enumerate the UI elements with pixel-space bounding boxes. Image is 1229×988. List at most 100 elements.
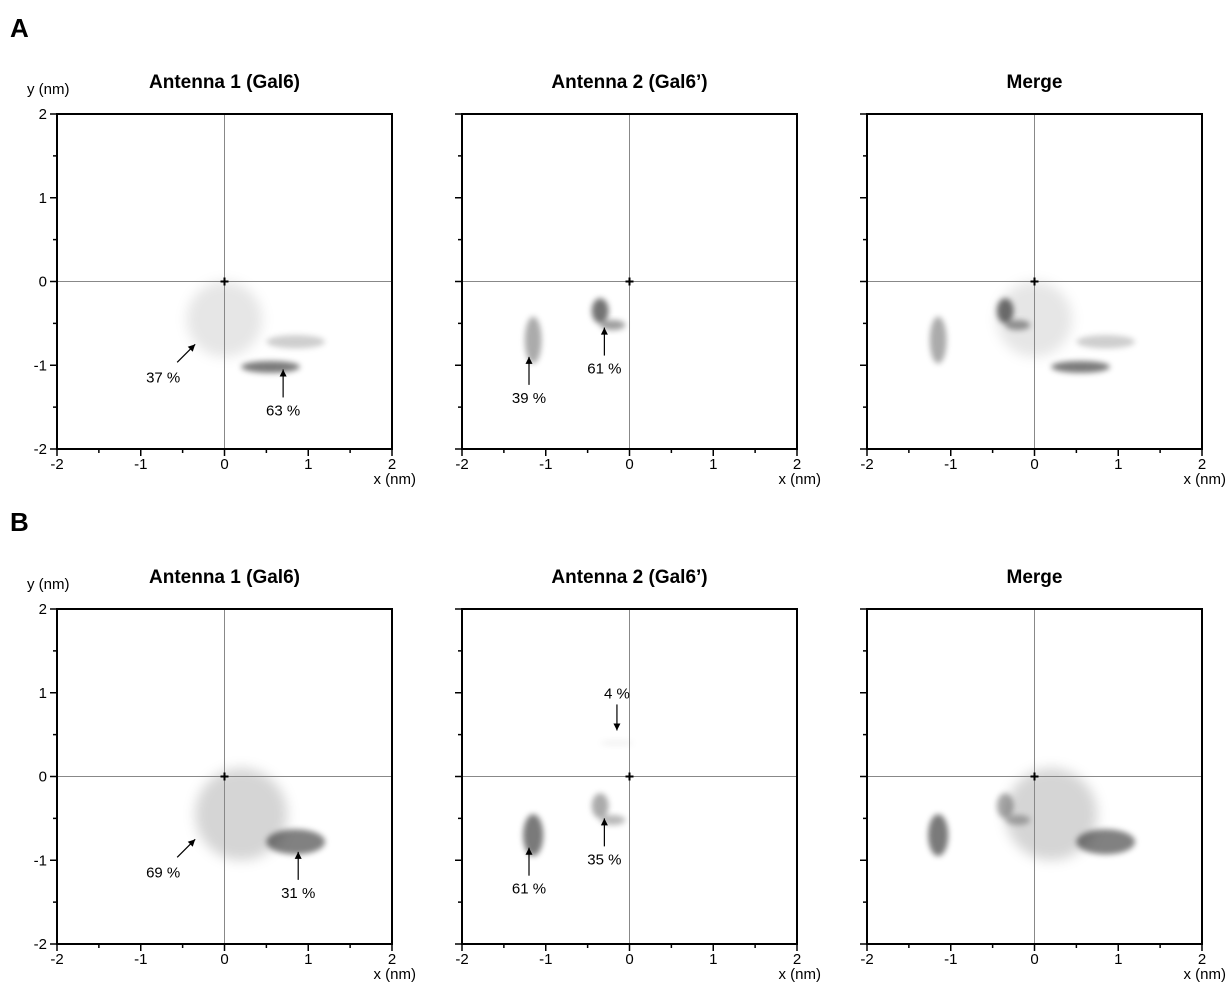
x-tick-label: 0	[625, 456, 633, 473]
annotation-arrowhead	[600, 818, 608, 826]
y-tick-label: 2	[39, 106, 47, 123]
density-cluster	[1005, 815, 1031, 826]
x-axis-label: x (nm)	[779, 966, 822, 983]
density-cluster	[996, 298, 1014, 324]
annotation-arrowhead	[187, 839, 196, 847]
plot-panel: -2 -1 0 1 2x (nm) Merge	[860, 72, 1226, 488]
annotation-arrowhead	[525, 356, 533, 364]
density-cluster	[928, 814, 949, 857]
annotation-label: 37 %	[146, 369, 180, 386]
y-tick-label: 1	[39, 190, 47, 207]
annotation-label: 4 %	[604, 685, 630, 702]
density-layer	[524, 298, 626, 364]
x-tick-label: -1	[539, 951, 552, 968]
y-tick-label: 2	[39, 601, 47, 618]
x-tick-label: 1	[304, 951, 312, 968]
density-layer	[186, 281, 325, 373]
plot-title: Antenna 1 (Gal6)	[149, 72, 300, 93]
plot-panel: -2 -1 0 1 2x (nm) Antenna 2 (Gal6’) 39 % 61 %	[455, 72, 821, 488]
plot-title: Merge	[1007, 567, 1063, 588]
x-tick-label: -1	[134, 456, 147, 473]
x-tick-label: -2	[50, 456, 63, 473]
density-cluster	[524, 316, 542, 364]
density-cluster	[266, 829, 325, 855]
annotation-arrowhead	[294, 851, 302, 859]
x-tick-label: -1	[134, 951, 147, 968]
x-tick-label: 1	[1114, 951, 1122, 968]
density-cluster	[523, 814, 544, 857]
x-tick-label: 0	[1030, 456, 1038, 473]
density-cluster	[195, 768, 288, 861]
x-tick-label: 0	[220, 456, 228, 473]
y-tick-label: 0	[39, 274, 47, 291]
annotation-label: 63 %	[266, 402, 300, 419]
density-layer	[195, 768, 325, 861]
x-tick-label: 2	[1198, 951, 1206, 968]
x-axis-label: x (nm)	[1184, 471, 1227, 488]
x-axis-label: x (nm)	[374, 471, 417, 488]
x-tick-label: -1	[944, 951, 957, 968]
x-tick-label: 2	[1198, 456, 1206, 473]
density-layer	[928, 768, 1135, 861]
plot-panel: -2 -1 0 1 2x (nm) Merge	[860, 567, 1226, 983]
x-tick-label: -2	[860, 951, 873, 968]
density-cluster	[591, 298, 609, 324]
y-tick-label: -1	[34, 852, 47, 869]
y-axis-label: y (nm)	[27, 576, 70, 593]
density-cluster	[600, 739, 634, 747]
plot-title: Antenna 2 (Gal6’)	[551, 567, 707, 588]
x-tick-label: 1	[709, 456, 717, 473]
y-tick-label: -2	[34, 936, 47, 953]
annotation-arrowhead	[525, 847, 533, 855]
x-tick-label: 0	[1030, 951, 1038, 968]
x-tick-label: 1	[1114, 456, 1122, 473]
x-tick-label: 2	[388, 951, 396, 968]
x-tick-label: -2	[455, 456, 468, 473]
density-cluster	[591, 793, 609, 819]
x-axis-label: x (nm)	[779, 471, 822, 488]
plot-title: Antenna 1 (Gal6)	[149, 567, 300, 588]
annotation-arrowhead	[600, 327, 608, 335]
annotation-label: 61 %	[587, 361, 621, 378]
x-tick-label: 2	[388, 456, 396, 473]
x-tick-label: 2	[793, 456, 801, 473]
x-tick-label: -2	[50, 951, 63, 968]
density-cluster	[1076, 335, 1135, 349]
x-tick-label: 0	[625, 951, 633, 968]
x-axis-label: x (nm)	[1184, 966, 1227, 983]
density-cluster	[1051, 361, 1110, 373]
annotation-arrowhead	[187, 344, 196, 352]
x-tick-label: -1	[539, 456, 552, 473]
x-tick-label: -2	[455, 951, 468, 968]
density-cluster	[996, 793, 1014, 819]
y-tick-label: -1	[34, 357, 47, 374]
density-cluster	[1005, 320, 1031, 331]
x-tick-label: 1	[304, 456, 312, 473]
density-layer	[929, 281, 1135, 373]
annotation-label: 61 %	[512, 881, 546, 898]
annotation-arrowhead	[279, 369, 287, 377]
y-tick-label: 0	[39, 769, 47, 786]
panel-label-b: B	[10, 507, 29, 537]
plot-panel: -2 -1 0 1 2x (nm) Antenna 2 (Gal6’) 4 % 61 % 35 …	[455, 567, 821, 983]
y-tick-label: 1	[39, 685, 47, 702]
density-cluster	[266, 335, 325, 349]
x-tick-label: -1	[944, 456, 957, 473]
x-tick-label: -2	[860, 456, 873, 473]
density-layer	[523, 739, 634, 857]
density-cluster	[1005, 768, 1098, 861]
annotation-label: 35 %	[587, 851, 621, 868]
x-tick-label: 1	[709, 951, 717, 968]
density-cluster	[241, 361, 300, 373]
plot-title: Antenna 2 (Gal6’)	[551, 72, 707, 93]
density-cluster	[1076, 829, 1135, 855]
annotation-label: 39 %	[512, 390, 546, 407]
panel-label-a: A	[10, 13, 29, 43]
x-axis-label: x (nm)	[374, 966, 417, 983]
density-cluster	[929, 316, 947, 364]
plot-title: Merge	[1007, 72, 1063, 93]
density-cluster	[600, 320, 626, 331]
